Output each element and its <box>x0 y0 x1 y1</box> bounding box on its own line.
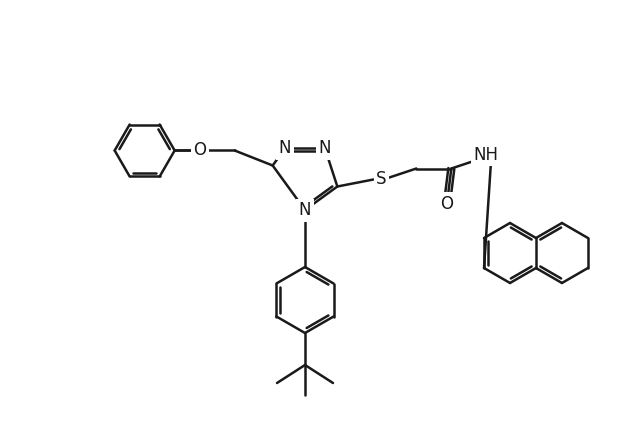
Text: NH: NH <box>474 146 499 163</box>
Text: S: S <box>376 170 387 187</box>
Text: O: O <box>440 195 453 213</box>
Text: N: N <box>299 201 311 219</box>
Text: N: N <box>319 139 332 157</box>
Text: N: N <box>279 139 291 157</box>
Text: O: O <box>193 141 206 160</box>
